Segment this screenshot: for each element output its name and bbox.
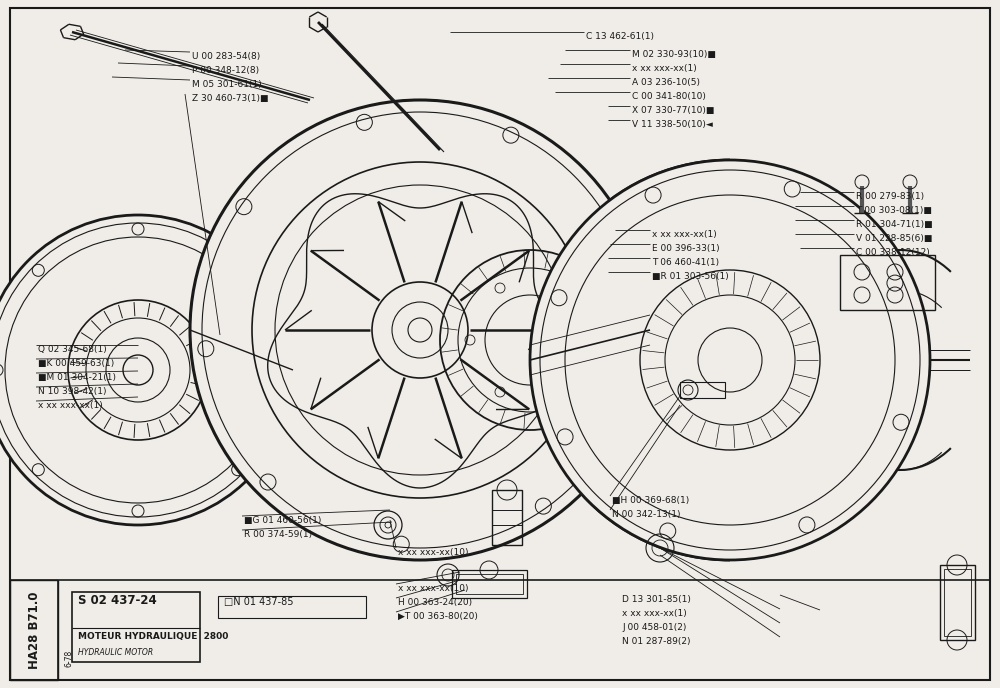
Text: R 01 304-71(1)■: R 01 304-71(1)■	[856, 220, 933, 229]
Text: S 02 437-24: S 02 437-24	[78, 594, 157, 607]
Text: E 00 396-33(1): E 00 396-33(1)	[652, 244, 720, 253]
Text: R 00 374-59(1): R 00 374-59(1)	[244, 530, 312, 539]
Text: □N 01 437-85: □N 01 437-85	[224, 597, 294, 607]
Text: P 00 348-12(8): P 00 348-12(8)	[192, 66, 259, 75]
Text: Q 02 345-68(1): Q 02 345-68(1)	[38, 345, 107, 354]
Text: A 03 236-10(5): A 03 236-10(5)	[632, 78, 700, 87]
Text: x xx xxx-xx(1): x xx xxx-xx(1)	[622, 609, 687, 618]
Text: X 07 330-77(10)■: X 07 330-77(10)■	[632, 106, 714, 115]
Text: D 13 301-85(1): D 13 301-85(1)	[622, 595, 691, 604]
Text: T 00 303-08(1)■: T 00 303-08(1)■	[856, 206, 932, 215]
Text: Z 30 460-73(1)■: Z 30 460-73(1)■	[192, 94, 268, 103]
Text: ■M 01 304-21(1): ■M 01 304-21(1)	[38, 373, 116, 382]
Text: M 05 301-61(1): M 05 301-61(1)	[192, 80, 262, 89]
Bar	[72, 592, 200, 662]
Bar	[10, 580, 58, 680]
Bar	[680, 382, 725, 398]
Text: x xx xxx-xx(10): x xx xxx-xx(10)	[398, 584, 468, 593]
Circle shape	[190, 100, 650, 560]
Bar	[944, 569, 971, 636]
Circle shape	[0, 215, 293, 525]
Text: N 01 287-89(2): N 01 287-89(2)	[622, 637, 690, 646]
Text: C 00 338-12(12): C 00 338-12(12)	[856, 248, 930, 257]
Text: HYDRAULIC MOTOR: HYDRAULIC MOTOR	[78, 648, 153, 657]
Text: N 10 398-42(1): N 10 398-42(1)	[38, 387, 106, 396]
Text: ■R 01 303-56(1): ■R 01 303-56(1)	[652, 272, 729, 281]
Text: MOTEUR HYDRAULIQUE  2800: MOTEUR HYDRAULIQUE 2800	[78, 632, 228, 641]
Bar	[940, 565, 975, 640]
Text: V 01 228-85(6)■: V 01 228-85(6)■	[856, 234, 932, 243]
Text: HA28 B71.0: HA28 B71.0	[27, 591, 40, 669]
Bar	[456, 574, 523, 594]
Text: ■K 00 459-63(1): ■K 00 459-63(1)	[38, 359, 114, 368]
Text: V 11 338-50(10)◄: V 11 338-50(10)◄	[632, 120, 713, 129]
Text: 6-78: 6-78	[64, 649, 73, 667]
Text: M 02 330-93(10)■: M 02 330-93(10)■	[632, 50, 716, 59]
Text: ■H 00 369-68(1): ■H 00 369-68(1)	[612, 496, 689, 505]
Text: N 00 342-13(1): N 00 342-13(1)	[612, 510, 680, 519]
Bar	[492, 490, 522, 545]
Bar	[218, 596, 366, 618]
Text: x xx xxx-xx(10): x xx xxx-xx(10)	[398, 548, 468, 557]
Text: H 00 363-24(20): H 00 363-24(20)	[398, 598, 472, 607]
Bar	[840, 255, 935, 310]
Text: U 00 283-54(8): U 00 283-54(8)	[192, 52, 260, 61]
Text: C 13 462-61(1): C 13 462-61(1)	[586, 32, 654, 41]
Text: C 00 341-80(10): C 00 341-80(10)	[632, 92, 706, 101]
Text: x xx xxx-xx(1): x xx xxx-xx(1)	[38, 401, 103, 410]
Circle shape	[530, 160, 930, 560]
Text: J 00 458-01(2): J 00 458-01(2)	[622, 623, 686, 632]
Text: ■G 01 460-56(1): ■G 01 460-56(1)	[244, 516, 321, 525]
Text: ▶T 00 363-80(20): ▶T 00 363-80(20)	[398, 612, 478, 621]
Text: x xx xxx-xx(1): x xx xxx-xx(1)	[652, 230, 717, 239]
Text: T 06 460-41(1): T 06 460-41(1)	[652, 258, 719, 267]
Bar	[452, 570, 527, 598]
Text: R 00 279-83(1): R 00 279-83(1)	[856, 192, 924, 201]
Text: x xx xxx-xx(1): x xx xxx-xx(1)	[632, 64, 697, 73]
